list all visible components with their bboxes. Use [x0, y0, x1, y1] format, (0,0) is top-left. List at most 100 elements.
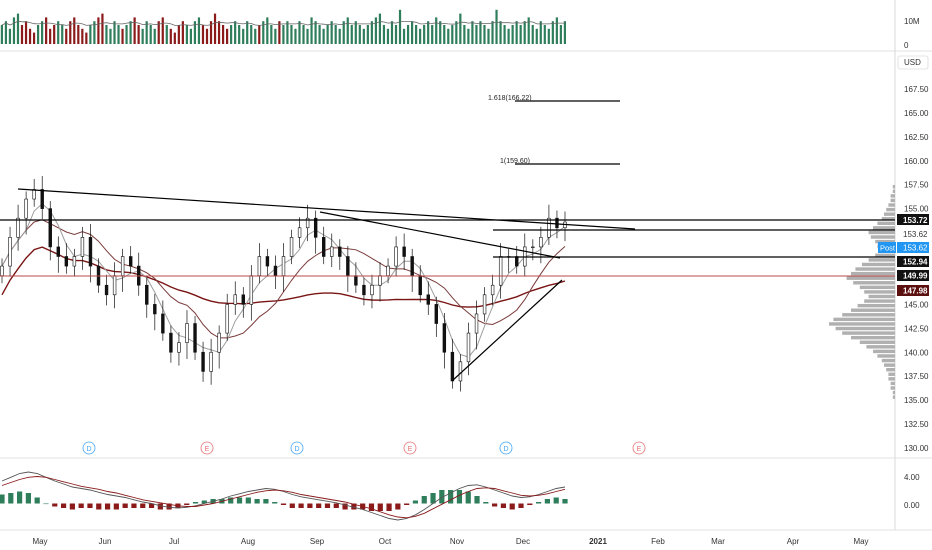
- volume-bar: [189, 28, 193, 44]
- candle-body: [289, 237, 294, 257]
- price-tag-153-72: 153.72: [903, 216, 928, 225]
- macd-histogram-bar: [465, 491, 471, 504]
- macd-histogram-bar: [483, 502, 489, 504]
- earnings-marker-label: E: [637, 446, 642, 453]
- profile-bar: [851, 335, 895, 340]
- earnings-marker-label: E: [408, 446, 413, 453]
- dividend-marker[interactable]: D: [499, 441, 513, 455]
- candle-body: [531, 246, 535, 249]
- macd-histogram-bar: [263, 499, 269, 504]
- post-badge: Post: [880, 244, 896, 253]
- candle-body: [362, 284, 366, 296]
- earnings-marker[interactable]: E: [632, 441, 646, 455]
- volume-bar: [61, 25, 64, 44]
- candle-body: [265, 256, 270, 267]
- profile-bar: [884, 363, 895, 367]
- volume-bar: [455, 21, 458, 44]
- volume-bar: [197, 17, 201, 44]
- candle-body: [56, 246, 61, 257]
- price-tag-post: 153.62: [903, 244, 928, 253]
- volume-bar: [419, 28, 422, 44]
- macd-histogram-bar: [500, 503, 507, 508]
- volume-bar: [45, 17, 48, 44]
- volume-bar: [370, 21, 373, 44]
- volume-bar: [302, 25, 305, 44]
- dividend-marker-circle: [499, 441, 513, 455]
- volume-bar: [547, 28, 550, 44]
- volume-bar: [133, 17, 136, 44]
- volume-bar: [153, 28, 156, 44]
- candle-body: [547, 217, 551, 238]
- macd-histogram-bar: [518, 503, 524, 508]
- profile-bar: [875, 239, 895, 244]
- macd-histogram-bar: [140, 503, 146, 508]
- volume-bar: [238, 25, 241, 44]
- earnings-marker[interactable]: E: [403, 441, 417, 455]
- candle-body: [153, 304, 157, 315]
- price-tag-149-99: 149.99: [903, 272, 928, 281]
- volume-bar: [53, 25, 56, 44]
- profile-bar: [855, 267, 895, 271]
- profile-bar: [857, 303, 895, 308]
- volume-bar: [527, 17, 530, 44]
- price-axis-ticks: 130.00 132.50 135.00 137.50 140.00 142.50 145.…: [904, 85, 929, 453]
- candle-body: [539, 237, 543, 248]
- macd-histogram-bar: [439, 490, 445, 504]
- macd-histogram-bar: [0, 494, 5, 504]
- macd-histogram-bar: [192, 502, 199, 504]
- macd-tick-0: 0.00: [904, 501, 920, 510]
- volume-bar: [398, 9, 402, 45]
- price-tick-label: 130.00: [904, 444, 929, 453]
- macd-histogram-bar: [412, 500, 419, 504]
- volume-bar: [165, 25, 168, 44]
- profile-bar: [864, 299, 895, 303]
- candle-body: [112, 275, 117, 296]
- macd-histogram-bar: [236, 497, 243, 504]
- profile-bar: [881, 358, 895, 363]
- volume-bar: [439, 21, 442, 44]
- price-tick-label: 167.50: [904, 85, 929, 94]
- macd-histogram-bar: [474, 496, 480, 504]
- volume-bar: [535, 28, 538, 44]
- price-tag-153-72-bg: [897, 214, 929, 225]
- candle-body: [313, 217, 318, 238]
- volume-bar: [551, 21, 554, 44]
- volume-bar: [459, 13, 462, 45]
- volume-bar: [358, 25, 361, 44]
- drawn-lines[interactable]: 1.618(166.22) 1(159.60): [0, 95, 895, 382]
- macd-histogram-bar: [43, 503, 49, 505]
- volume-bar: [330, 21, 333, 44]
- profile-bar: [853, 281, 895, 285]
- earnings-marker-label: E: [205, 446, 210, 453]
- resistance-trendline[interactable]: [17, 188, 636, 230]
- dividend-marker[interactable]: D: [290, 441, 304, 455]
- profile-bar: [842, 313, 895, 317]
- volume-bar: [415, 25, 418, 44]
- profile-bar: [884, 212, 895, 216]
- macd-histogram-bar: [280, 503, 287, 505]
- earnings-marker-circle: [632, 441, 646, 455]
- macd-histogram-bar: [298, 503, 304, 508]
- volume-bar: [286, 21, 289, 44]
- volume-bar: [475, 25, 478, 44]
- macd-histogram-bar: [245, 497, 251, 504]
- volume-bar: [145, 21, 148, 44]
- volume-bar: [185, 25, 188, 44]
- candle-body: [128, 256, 133, 267]
- candle-body: [161, 313, 165, 334]
- volume-bar: [157, 21, 160, 44]
- dividend-marker[interactable]: D: [82, 441, 96, 455]
- ascending-trendline[interactable]: [451, 279, 563, 382]
- candle-body: [402, 246, 406, 257]
- macd-histogram-bar: [87, 503, 93, 508]
- volume-bar: [173, 32, 176, 44]
- volume-bar: [559, 25, 562, 44]
- candle-body: [80, 237, 85, 257]
- volume-bar: [41, 21, 44, 44]
- volume-bar: [8, 28, 12, 44]
- earnings-marker[interactable]: E: [200, 441, 214, 455]
- macd-pane: 4.00 0.00: [0, 471, 920, 521]
- macd-histogram-bar: [333, 503, 339, 508]
